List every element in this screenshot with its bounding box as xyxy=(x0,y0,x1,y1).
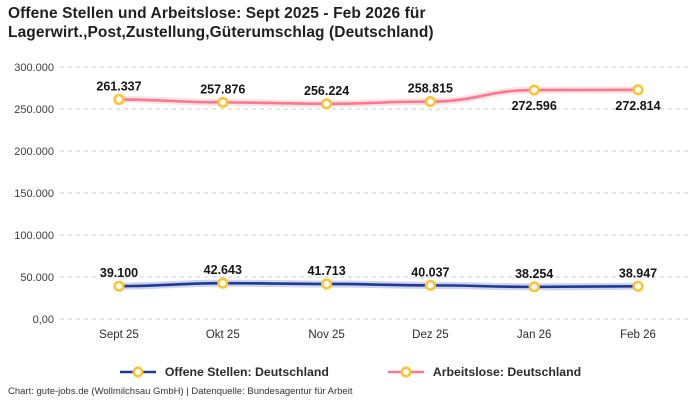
y-axis-tick-label: 0,00 xyxy=(33,314,54,326)
legend-label-arbeitslose: Arbeitslose: Deutschland xyxy=(432,365,582,379)
legend-marker xyxy=(400,366,412,378)
data-point-marker xyxy=(632,84,644,96)
data-point-marker xyxy=(528,281,540,293)
series-line xyxy=(117,88,640,106)
data-point-label: 40.037 xyxy=(411,265,449,279)
x-axis-label: Okt 25 xyxy=(206,329,240,341)
data-point-marker xyxy=(424,279,436,291)
legend-entry-offene-stellen: Offene Stellen: Deutschland xyxy=(119,365,329,379)
series-line xyxy=(117,281,640,289)
data-point-label: 42.643 xyxy=(204,263,242,277)
data-point-label: 38.947 xyxy=(619,266,657,280)
data-point-label: 272.814 xyxy=(615,99,660,113)
x-axis-label: Sept 25 xyxy=(99,329,139,341)
data-point-marker xyxy=(217,96,229,108)
data-point-label: 41.713 xyxy=(307,264,345,278)
chart-title: Offene Stellen und Arbeitslose: Sept 202… xyxy=(8,5,434,41)
data-point-marker xyxy=(113,280,125,292)
x-axis-label: Dez 25 xyxy=(412,329,448,341)
data-point-marker xyxy=(321,98,333,110)
y-axis-tick-label: 50.000 xyxy=(20,272,54,284)
data-point-label: 256.224 xyxy=(304,84,349,98)
x-axis-label: Jan 26 xyxy=(517,329,552,341)
data-point-marker xyxy=(217,277,229,289)
data-point-marker xyxy=(424,96,436,108)
y-axis-tick-label: 250.000 xyxy=(14,104,54,116)
legend-swatch-line-icon xyxy=(119,366,156,378)
x-axis-label: Nov 25 xyxy=(308,329,344,341)
y-axis-tick-label: 300.000 xyxy=(14,62,54,74)
data-point-label: 38.254 xyxy=(515,267,553,281)
y-axis-tick-label: 100.000 xyxy=(14,230,54,242)
data-point-label: 272.596 xyxy=(512,99,557,113)
data-point-marker xyxy=(321,278,333,290)
legend-label-offene-stellen: Offene Stellen: Deutschland xyxy=(164,365,329,379)
data-point-label: 257.876 xyxy=(200,82,245,96)
y-axis-tick-label: 150.000 xyxy=(14,188,54,200)
data-point-label: 261.337 xyxy=(96,79,141,93)
footer-credit: Chart: gute-jobs.de (Wollmilchsau GmbH) … xyxy=(8,386,353,397)
legend-entry-arbeitslose: Arbeitslose: Deutschland xyxy=(387,365,581,379)
y-axis-tick-label: 200.000 xyxy=(14,146,54,158)
data-point-marker xyxy=(528,84,540,96)
chart-legend: Offene Stellen: Deutschland Arbeitslose:… xyxy=(0,360,700,384)
data-point-label: 258.815 xyxy=(408,82,453,96)
line-chart: 300.000 250.000 200.000 150.000 100.000 50.00… xyxy=(14,62,688,341)
data-point-marker xyxy=(632,280,644,292)
data-point-label: 39.100 xyxy=(100,266,138,280)
legend-marker xyxy=(132,366,144,378)
data-point-marker xyxy=(113,93,125,106)
x-axis-label: Feb 26 xyxy=(620,329,656,341)
legend-swatch-line-icon xyxy=(387,366,424,378)
